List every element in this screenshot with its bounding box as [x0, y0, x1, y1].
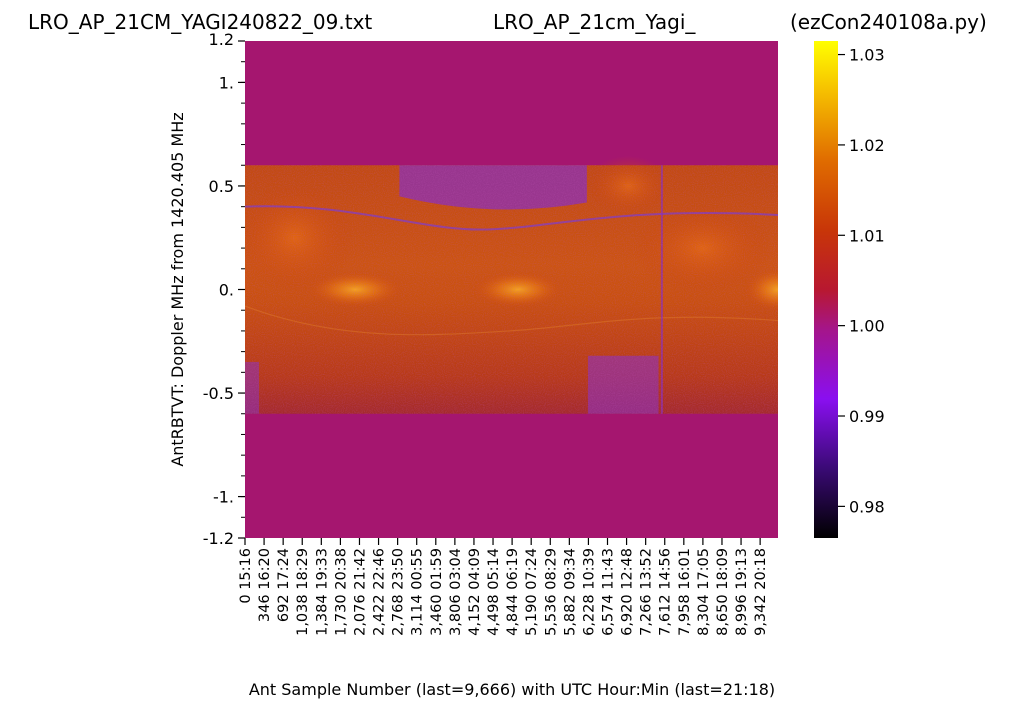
x-tick-label: 7,958 16:01 — [677, 548, 693, 636]
x-tick-label: 7,612 14:56 — [658, 548, 674, 636]
x-tick-label: 4,844 06:19 — [505, 548, 521, 636]
y-tick-label: 1.2 — [209, 30, 234, 49]
x-tick-label: 6,228 10:39 — [581, 548, 597, 636]
x-tick-label: 2,076 21:42 — [352, 548, 368, 636]
x-tick-label: 3,114 00:55 — [410, 548, 426, 636]
x-tick-label: 1,038 18:29 — [295, 548, 311, 636]
y-tick-label: 1. — [219, 73, 234, 92]
x-tick-label: 9,342 20:18 — [753, 548, 769, 636]
x-tick-label: 8,996 19:13 — [734, 548, 750, 636]
x-tick-label: 5,190 07:24 — [524, 548, 540, 636]
x-tick-label: 2,768 23:50 — [391, 548, 407, 636]
noise-texture — [245, 165, 778, 414]
chart-title-center: LRO_AP_21cm_Yagi_ — [493, 10, 696, 34]
colorbar-tick-label: 1.01 — [849, 226, 885, 245]
y-axis-label: AntRBTVT: Doppler MHz from 1420.405 MHz — [168, 112, 187, 466]
x-tick-label: 5,536 08:29 — [543, 548, 559, 636]
x-tick-label: 1,384 19:33 — [314, 548, 330, 636]
y-tick-label: 0. — [219, 281, 234, 300]
x-tick-label: 8,304 17:05 — [696, 548, 712, 636]
x-tick-label: 3,460 01:59 — [429, 548, 445, 636]
y-tick-label: -1.2 — [203, 529, 234, 548]
x-tick-label: 3,806 03:04 — [448, 548, 464, 636]
colorbar-gradient — [814, 41, 838, 538]
x-axis: 0 15:16 346 16:20 692 17:24 1,038 18:29 1,38… — [238, 538, 769, 636]
colorbar-tick-label: 0.99 — [849, 407, 885, 426]
chart-title-right: (ezCon240108a.py) — [790, 10, 987, 34]
x-tick-label: 7,266 13:52 — [639, 548, 655, 636]
colorbar-tick-label: 1.00 — [849, 317, 885, 336]
colorbar-tick-label: 1.02 — [849, 136, 885, 155]
x-tick-label: 4,152 04:09 — [467, 548, 483, 636]
chart-title-left: LRO_AP_21CM_YAGI240822_09.txt — [28, 10, 373, 34]
x-tick-label: 5,882 09:34 — [562, 548, 578, 636]
colorbar-tick-label: 1.03 — [849, 46, 885, 65]
y-tick-label: -0.5 — [203, 384, 234, 403]
x-tick-label: 4,498 05:14 — [486, 548, 502, 636]
y-tick-label: 0.5 — [209, 177, 234, 196]
colorbar: 1.03 1.02 1.01 1.00 0.99 0.98 — [814, 41, 885, 538]
y-tick-label: -1. — [213, 488, 234, 507]
x-tick-label: 1,730 20:38 — [333, 548, 349, 636]
x-tick-label: 8,650 18:09 — [715, 548, 731, 636]
x-tick-label: 0 15:16 — [238, 548, 254, 604]
x-tick-label: 6,920 12:48 — [620, 548, 636, 636]
x-tick-label: 692 17:24 — [276, 548, 292, 622]
x-tick-label: 346 16:20 — [257, 548, 273, 622]
heatmap-data-band — [245, 155, 778, 414]
colorbar-tick-label: 0.98 — [849, 497, 885, 516]
x-axis-label: Ant Sample Number (last=9,666) with UTC … — [249, 680, 775, 699]
y-axis: 1.2 1. 0.5 0. -0.5 -1. -1.2 — [203, 30, 245, 548]
x-tick-label: 2,422 22:46 — [372, 548, 388, 636]
x-tick-label: 6,574 11:43 — [601, 548, 617, 636]
